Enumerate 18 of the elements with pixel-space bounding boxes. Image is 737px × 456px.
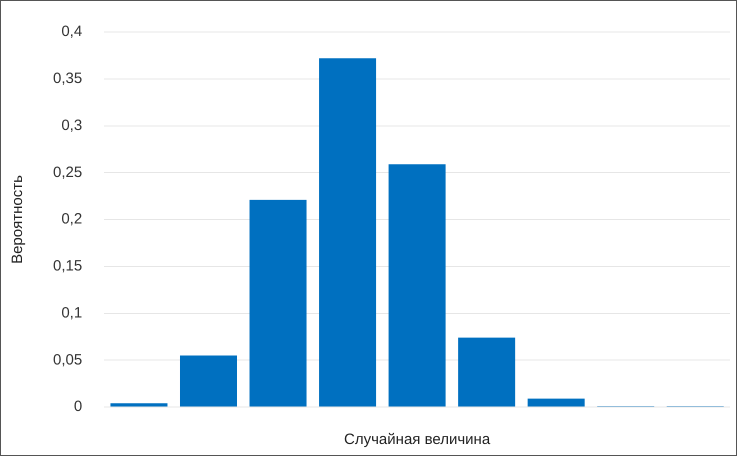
y-tick-label: 0,3 [61,116,82,134]
y-tick-label: 0,35 [52,70,82,88]
bar [319,58,376,406]
y-tick-label: 0,2 [61,210,82,228]
bar [180,355,238,406]
x-axis-title: Случайная величина [344,431,491,448]
y-tick-label: 0,4 [61,23,82,40]
y-tick-label: 0,15 [52,258,82,275]
bar [110,403,168,406]
y-tick-label: 0 [74,398,82,416]
bar [388,164,446,406]
y-tick-label: 0,1 [61,304,82,322]
y-tick-label: 0,05 [52,351,82,368]
y-axis-title: Вероятность [9,174,26,264]
bar [528,398,585,406]
bar [458,338,516,406]
bar [250,200,307,406]
y-tick-label: 0,25 [52,164,82,181]
